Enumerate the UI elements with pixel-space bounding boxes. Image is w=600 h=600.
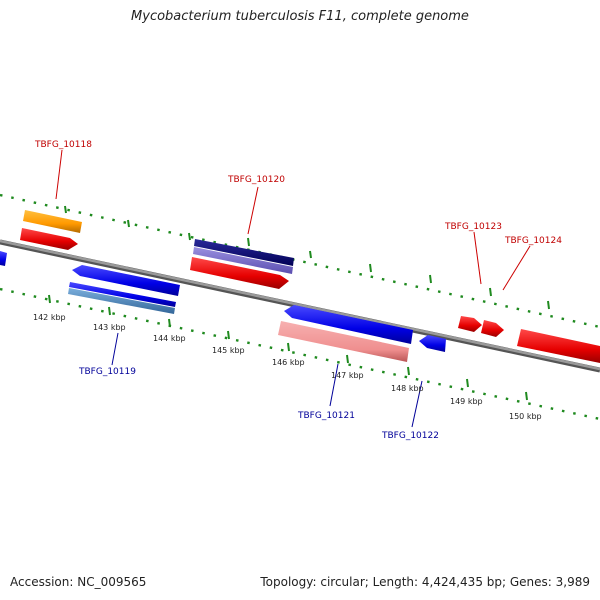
map-title: Mycobacterium tuberculosis F11, complete… <box>131 9 469 24</box>
gene-tbfg-10118-red[interactable] <box>20 228 78 250</box>
gene-label-tbfg-10124: TBFG_10124 <box>504 236 562 246</box>
scale-label-146: 146 kbp <box>272 358 305 367</box>
forward-label-connectors <box>55 149 531 291</box>
gene-label-tbfg-10120: TBFG_10120 <box>227 175 285 185</box>
gene-tbfg-10120-red[interactable] <box>190 257 289 289</box>
gene-tbfg-10124[interactable] <box>517 329 600 363</box>
gene-label-tbfg-10118: TBFG_10118 <box>34 140 92 150</box>
topology-text: Topology: circular; Length: 4,424,435 bp… <box>260 575 590 589</box>
gene-tbfg-10118-orange[interactable] <box>23 210 82 233</box>
forward-major-ticks <box>64 205 550 310</box>
scale-label-145: 145 kbp <box>212 346 245 355</box>
gene-label-tbfg-10123: TBFG_10123 <box>444 222 502 232</box>
gene-tbfg-10121-pink[interactable] <box>278 321 409 362</box>
gene-label-tbfg-10119: TBFG_10119 <box>78 367 136 377</box>
gene-tbfg-10119-blue-thin[interactable] <box>69 282 176 307</box>
reverse-label-connectors <box>111 332 423 428</box>
gene-tbfg-10123b[interactable] <box>481 320 504 337</box>
scale-label-142: 142 kbp <box>33 313 66 322</box>
reverse-major-ticks <box>48 294 528 401</box>
scale-label-147: 147 kbp <box>331 371 364 380</box>
scale-label-150: 150 kbp <box>509 412 542 421</box>
accession-text: Accession: NC_009565 <box>10 575 147 589</box>
gene-tbfg-10119-steel[interactable] <box>68 288 175 314</box>
gene-label-tbfg-10122: TBFG_10122 <box>381 431 439 441</box>
scale-label-148: 148 kbp <box>391 384 424 393</box>
gene-tbfg-10123[interactable] <box>458 316 482 332</box>
gene-tbfg-10121-blue[interactable] <box>284 305 413 344</box>
scale-label-149: 149 kbp <box>450 397 483 406</box>
gene-tbfg-10120-purple[interactable] <box>193 247 293 274</box>
scale-label-144: 144 kbp <box>153 334 186 343</box>
gene-tbfg-10122[interactable] <box>419 335 446 352</box>
gene-left-edge-blue[interactable] <box>0 251 7 266</box>
gene-label-tbfg-10121: TBFG_10121 <box>297 411 355 421</box>
gene-tbfg-10119-blue[interactable] <box>72 265 180 296</box>
gene-tbfg-10120-navy[interactable] <box>194 239 294 266</box>
scale-label-143: 143 kbp <box>93 323 126 332</box>
